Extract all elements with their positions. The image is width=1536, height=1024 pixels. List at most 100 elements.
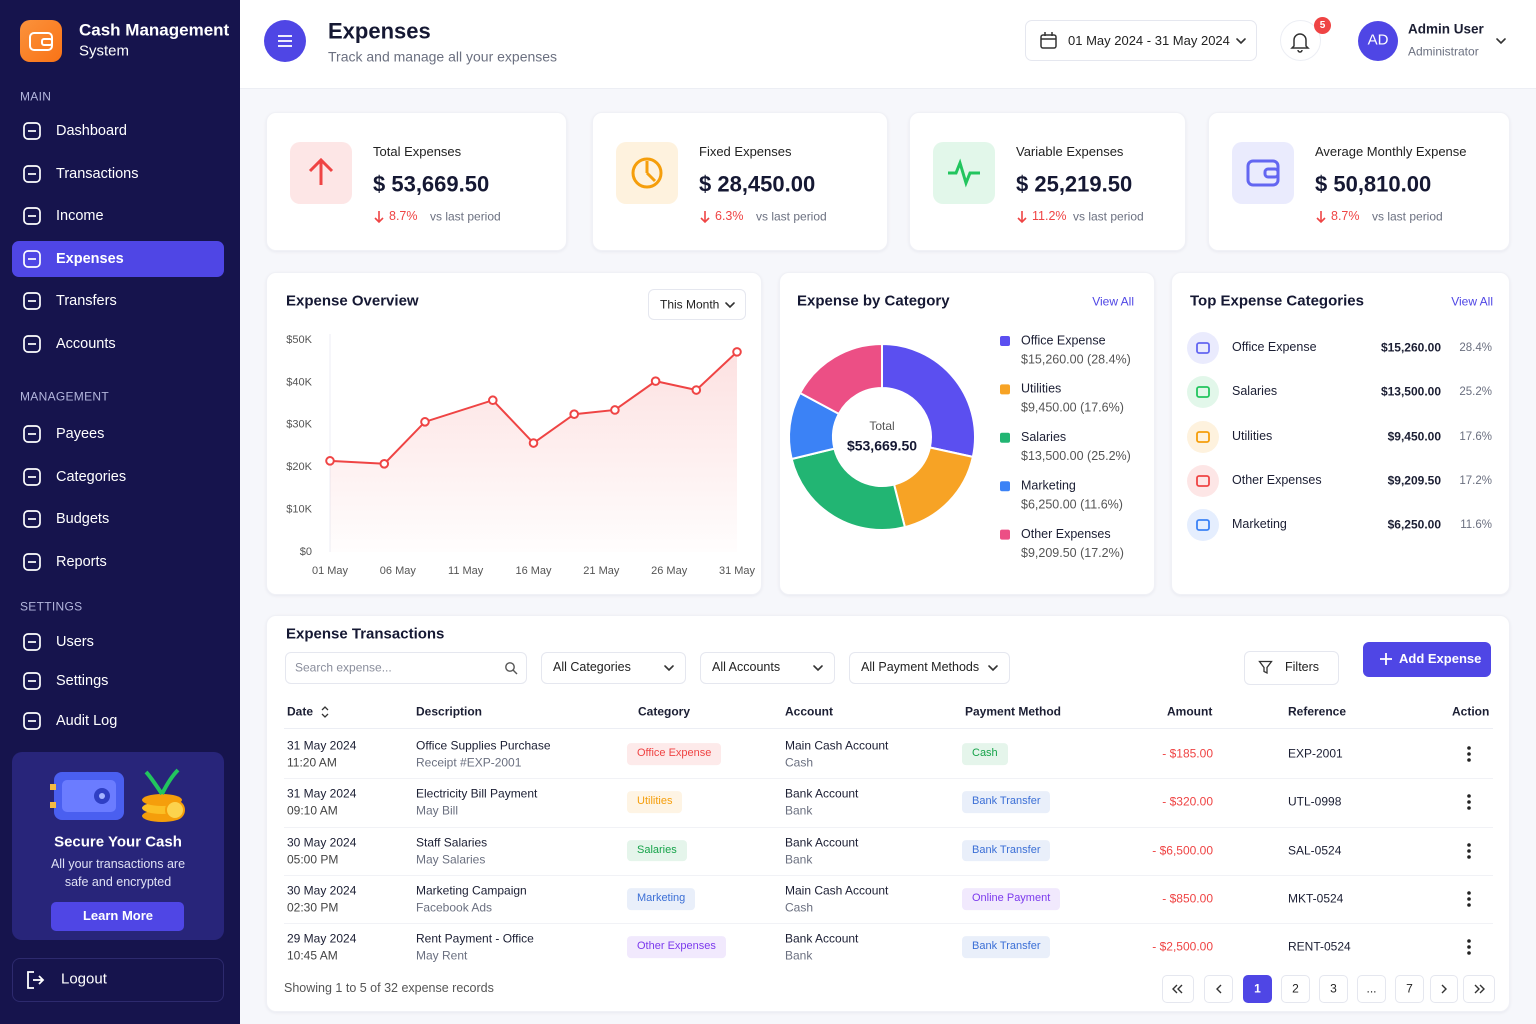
nav-icon [23,553,41,571]
row-account: Bank Account [785,786,859,801]
row-detail: May Bill [416,803,459,818]
card-link[interactable]: View All [1092,294,1134,309]
stat-icon-part [1263,167,1280,179]
promo-illustration-part [165,800,185,820]
page-button[interactable] [1430,975,1458,1003]
promo-illustration [50,768,185,822]
category-icon-part [1196,474,1210,487]
logout-button[interactable] [12,958,224,1002]
page-number[interactable]: 2 [1292,981,1299,996]
stat-note: vs last period [1073,209,1144,224]
filter-dropdown[interactable] [541,652,686,684]
column-header: Category [638,704,691,719]
row-action[interactable] [1466,939,1472,955]
row-description: Electricity Bill Payment [416,786,538,801]
row-reference: MKT-0524 [1288,891,1344,906]
logout-label[interactable]: Logout [61,970,107,988]
nav-item[interactable]: Expenses [56,250,124,267]
filters-button-label[interactable]: Filters [1285,660,1320,675]
stat-icon-part [948,158,980,188]
nav-icon [23,292,41,310]
filter-dropdown[interactable] [700,652,835,684]
stat-change: 8.7% [1331,209,1360,224]
page-button[interactable] [1395,975,1424,1003]
chevron-down-part [813,665,823,672]
card-title: Expense Overview [286,292,419,310]
column-header: Date [287,704,314,719]
page-button[interactable] [1281,975,1310,1003]
nav-item[interactable]: Income [56,207,104,224]
category-amount: $15,260.00 [1380,340,1441,355]
row-action[interactable] [1466,746,1472,762]
filters-button[interactable] [1244,651,1339,685]
nav-item[interactable]: Transactions [56,165,139,182]
stat-change-arrow-part [700,217,710,224]
row-action-part [1467,854,1471,859]
page-button[interactable] [1204,975,1233,1003]
date-range-picker[interactable] [1025,20,1257,61]
filter-label[interactable]: All Categories [553,660,631,675]
row-account: Main Cash Account [785,738,889,753]
nav-icon [23,712,41,730]
row-action-part [1467,746,1471,750]
nav-item[interactable]: Accounts [56,335,116,352]
nav-item[interactable]: Payees [56,425,105,442]
page-number[interactable]: 1 [1254,981,1261,996]
chevron-down [988,665,998,672]
page-arrow-part [1441,984,1447,994]
nav-item[interactable]: Categories [56,468,127,485]
avatar[interactable] [1358,21,1398,61]
nav-section-title: SETTINGS [20,599,83,614]
category-icon-bg [1187,376,1219,409]
page-number[interactable]: 3 [1330,981,1337,996]
filter-dropdown[interactable] [849,652,1010,684]
row-action[interactable] [1466,794,1472,811]
category-name: Salaries [1232,384,1278,399]
promo-illustration-part [99,793,105,799]
page-button[interactable] [1319,975,1348,1003]
row-action[interactable] [1466,842,1472,859]
promo-button-label[interactable]: Learn More [82,907,154,923]
promo-button[interactable] [51,902,184,931]
nav-item[interactable]: Transfers [56,292,117,309]
avatar-initials: AD [1367,31,1389,49]
category-icon-bg [1187,420,1219,453]
row-account: Main Cash Account [785,883,889,898]
page-number[interactable]: ... [1366,981,1377,996]
top-categories-card [1171,272,1510,595]
method-badge: Cash [962,743,1008,765]
nav-item[interactable]: Users [56,633,94,650]
row-action[interactable] [1466,891,1472,907]
row-detail: May Rent [416,948,468,963]
nav-icon-part [23,292,41,310]
page-arrow-part [1474,984,1480,994]
add-button-label[interactable]: Add Expense [1399,650,1482,666]
nav-icon-part [23,207,41,225]
filter-label[interactable]: All Accounts [712,660,781,675]
page-button[interactable] [1357,975,1386,1003]
nav-item[interactable]: Budgets [56,510,110,527]
overview-filter[interactable] [648,289,746,320]
search-input[interactable] [285,652,527,684]
nav-active-bg[interactable] [12,241,224,277]
stat-icon [1246,159,1280,187]
page-number[interactable]: 7 [1406,981,1413,996]
row-reference: SAL-0524 [1288,843,1342,858]
nav-icon [23,122,41,140]
page-button[interactable] [1243,975,1272,1003]
nav-item[interactable]: Dashboard [56,122,127,139]
stat-change: 6.3% [715,209,744,224]
overview-filter-label[interactable]: This Month [660,297,720,312]
nav-item[interactable]: Settings [56,672,109,689]
filter-label[interactable]: All Payment Methods [861,660,980,675]
page-title: Expenses [328,18,431,44]
stat-note: vs last period [430,209,501,224]
nav-item[interactable]: Audit Log [56,712,118,729]
category-badge: Office Expense [627,743,722,765]
logout-icon-part [27,971,34,989]
nav-item[interactable]: Reports [56,553,107,570]
row-date: 31 May 2024 [287,738,357,753]
card-link[interactable]: View All [1451,294,1493,309]
page-arrow-part [1479,984,1485,994]
category-amount: $9,209.50 [1387,473,1441,488]
